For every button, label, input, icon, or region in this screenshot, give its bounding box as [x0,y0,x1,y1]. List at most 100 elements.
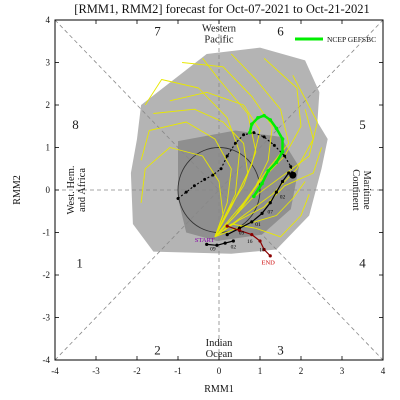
y-tick-label: -3 [43,313,51,323]
observed-point [192,184,196,188]
y-axis-label: RMM2 [12,175,23,204]
ensemble-member-line [214,109,314,238]
start-track-point [223,241,227,245]
observed-point [184,190,188,194]
red-track-point [225,224,229,228]
x-tick-label: 1 [258,366,263,376]
ensemble-mean-point [266,169,271,173]
day-label: 02 [280,195,286,201]
observed-point [225,154,229,158]
region-label-line: West. Hem. [66,165,77,214]
x-tick-label: -4 [51,366,59,376]
observed-point [203,177,207,181]
y-tick-label: 4 [46,15,51,25]
observed-point [283,154,287,158]
day-label: 01 [255,222,261,228]
x-tick-label: -3 [92,366,100,376]
x-tick-label: -2 [133,366,141,376]
ensemble-member-line [140,121,232,237]
red-track-point [262,247,266,252]
y-tick-label: 1 [46,143,51,153]
region-label-line: Pacific [204,34,233,45]
x-tick-label: 3 [340,366,345,376]
ensemble-mean-point [262,113,266,118]
ensemble-member-line [214,75,318,238]
phase-label-1: 1 [76,255,83,270]
ensemble-member-line [144,79,240,237]
observed-last-marker [289,171,297,179]
ensemble-mean-point [280,137,285,141]
start-track-point [205,242,209,246]
y-tick-label: -2 [43,270,51,280]
x-tick-label: 0 [217,366,222,376]
ensemble-mean-point [280,149,285,154]
ensemble-mean-point [250,122,254,126]
day-label: 07 [268,209,274,215]
ensemble-mean-point [247,130,252,135]
red-track-point [250,233,254,237]
phase-label-5: 5 [359,117,366,132]
x-tick-label: -1 [174,366,182,376]
y-tick-label: 3 [46,58,51,68]
ensemble-mean-point [274,126,279,131]
point-label-end: END [262,259,276,266]
observed-point [289,165,293,169]
region-label-line: Ocean [206,349,234,360]
tracks [176,113,297,258]
red-track-point [268,254,272,258]
ensemble-mean-point [252,194,256,199]
observed-point [242,133,246,137]
red-track-point [237,228,242,232]
phase-label-2: 2 [154,342,161,357]
phase-grid [54,19,384,361]
start-track-point [231,239,235,243]
phase-label-7: 7 [154,24,161,39]
day-label: 18 [259,248,265,254]
y-tick-label: -4 [43,355,51,365]
observed-point [272,143,276,147]
phase-label-3: 3 [277,342,284,357]
observed-point [252,131,256,135]
x-axis-label: RMM1 [204,384,233,395]
start-track-point [215,243,219,247]
region-label-line: Continent [350,169,361,210]
phase-label-8: 8 [72,117,79,132]
black-track-point [225,233,229,237]
ensemble-member-line [214,53,290,238]
ensemble-member-line [214,181,306,238]
x-tick-label: 4 [381,366,386,376]
black-track-point [260,211,264,215]
legend-label-ensemble-mean: NCEP GEFSBC [327,35,376,44]
y-tick-label: 0 [46,185,51,195]
x-tick-label: 2 [299,366,304,376]
black-track-line [226,172,290,236]
start-track-line [206,240,234,246]
y-tick-label: 2 [46,100,51,110]
region-label-line: and Africa [77,168,88,212]
point-label-start: START [195,237,215,244]
red-track-point [258,239,262,243]
ensemble-member-line [140,147,224,237]
black-track-point [268,201,272,205]
ensemble-mean-point [260,181,264,186]
region-label: West. Hem. and Africa [66,165,88,214]
phase-label-4: 4 [359,255,366,270]
observed-point [176,197,180,200]
observed-point [211,173,215,177]
phase-label-6: 6 [277,24,284,39]
observed-point [219,167,223,171]
ensemble-member-line [202,58,257,237]
ensemble-mean-point [256,115,260,120]
observed-point [233,141,237,145]
ensemble-member-line [182,62,273,238]
black-track-point [274,190,278,194]
region-label-line: Maritime [361,170,372,209]
black-track-point [250,220,254,224]
day-label: 02 [231,245,237,251]
